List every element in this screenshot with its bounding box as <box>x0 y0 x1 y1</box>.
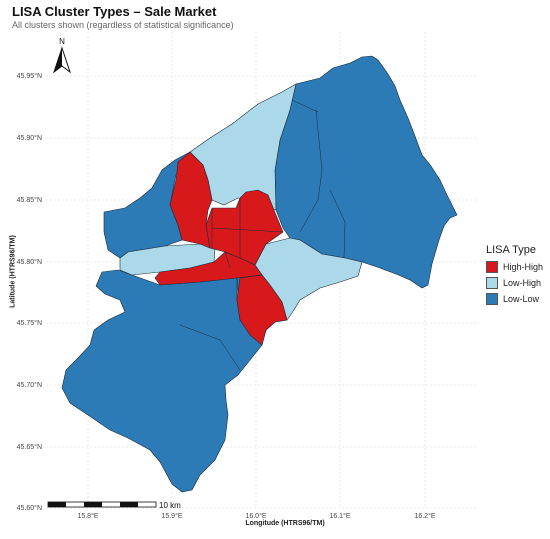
map-title: LISA Cluster Types – Sale Market <box>12 4 217 19</box>
legend: LISA Type High-High Low-High Low-Low <box>486 244 543 307</box>
x-tick-label: 16.2°E <box>414 512 435 520</box>
region-low-high <box>119 83 363 321</box>
legend-swatch <box>486 277 498 289</box>
legend-title: LISA Type <box>486 244 536 256</box>
legend-item-low-high: Low-High <box>486 275 543 291</box>
map-subtitle: All clusters shown (regardless of statis… <box>12 20 234 30</box>
x-axis-label: Longitude (HTRS96/TM) <box>245 520 325 527</box>
y-tick-label: 45.80°N <box>17 258 42 266</box>
x-tick-label: 15.9°E <box>161 512 182 520</box>
y-tick-label: 45.65°N <box>17 443 42 451</box>
y-tick-label: 45.90°N <box>17 134 42 142</box>
legend-item-low-low: Low-Low <box>486 291 543 307</box>
y-tick-label: 45.85°N <box>17 196 42 204</box>
y-tick-label: 45.60°N <box>17 504 42 512</box>
x-tick-label: 16.1°E <box>329 512 350 520</box>
scale-bar: 10 km <box>47 501 181 510</box>
legend-item-high-high: High-High <box>486 259 543 275</box>
y-tick-label: 45.95°N <box>17 72 42 80</box>
legend-swatch <box>486 261 498 273</box>
y-axis-label: Latitude (HTRS96/TM) <box>9 235 17 308</box>
x-tick-label: 15.8°E <box>77 512 98 520</box>
y-tick-label: 45.70°N <box>17 381 42 389</box>
legend-label: Low-Low <box>503 294 540 304</box>
legend-label: High-High <box>503 262 544 272</box>
x-tick-label: 16.0°E <box>245 512 266 520</box>
region-high-high <box>154 151 288 346</box>
legend-label: Low-High <box>503 278 542 288</box>
district-boundaries <box>179 99 346 371</box>
y-tick-label: 45.75°N <box>17 319 42 327</box>
north-arrow: N <box>53 37 71 74</box>
scale-bar-label: 10 km <box>159 501 181 510</box>
legend-swatch <box>486 293 498 305</box>
north-arrow-label: N <box>59 37 65 46</box>
